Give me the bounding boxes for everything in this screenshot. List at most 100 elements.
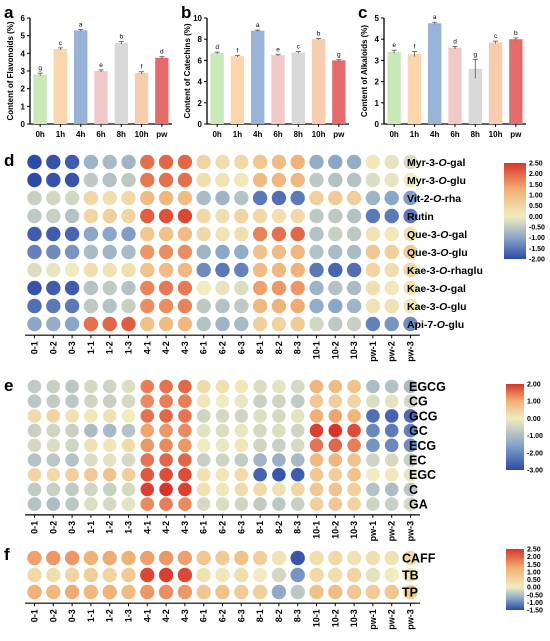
heatmap-dot <box>158 190 174 206</box>
heatmap-dot <box>159 409 173 423</box>
x-tick-label: 10h <box>489 130 503 139</box>
heatmap-dot <box>83 190 99 206</box>
column-label: 6-2 <box>218 609 228 622</box>
heatmap-dot <box>196 172 211 188</box>
heatmap-dot <box>140 584 155 600</box>
heatmap-dot <box>196 208 211 224</box>
heatmap-dot <box>64 567 80 583</box>
column-label: 8-1 <box>255 341 265 354</box>
heatmap-dot <box>158 298 174 314</box>
x-tick-label: 8h <box>117 130 126 139</box>
heatmap-dot <box>140 567 155 583</box>
heatmap-dot <box>215 409 230 423</box>
heatmap-dot <box>234 423 249 438</box>
heatmap-dot <box>347 394 361 409</box>
column-label: 8-3 <box>293 341 303 354</box>
heatmap-dot <box>252 316 268 332</box>
heatmap-dot <box>215 423 230 438</box>
heatmap-dot <box>403 280 418 296</box>
heatmap-dot <box>290 244 305 260</box>
significance-letter: e <box>276 46 280 53</box>
x-tick-label: 6h <box>273 130 282 139</box>
column-label: 6-1 <box>199 521 209 534</box>
heatmap-dot <box>121 172 136 188</box>
heatmap-dot <box>196 550 211 566</box>
heatmap-dot <box>271 567 287 583</box>
heatmap-dot <box>27 172 42 188</box>
heatmap-dot <box>384 423 399 438</box>
column-label: pw-3 <box>406 341 416 362</box>
column-label: 0-2 <box>48 341 58 354</box>
heatmap-dot <box>271 208 287 224</box>
heatmap-dot <box>403 584 418 600</box>
column-label: 1-3 <box>124 521 134 534</box>
heatmap-dot <box>309 379 324 394</box>
y-tick-label: 2 <box>198 99 203 108</box>
column-label: pw-2 <box>387 609 397 630</box>
heatmap-dot <box>140 280 155 296</box>
heatmap-dot <box>46 298 61 314</box>
x-tick-label: 6h <box>450 130 459 139</box>
heatmap-dot <box>46 394 61 409</box>
heatmap-dot <box>366 482 380 497</box>
heatmap-dot <box>384 226 399 242</box>
heatmap-dot <box>215 482 230 497</box>
heatmap-dot <box>366 423 380 438</box>
heatmap-dot <box>140 226 155 242</box>
column-label: 6-3 <box>236 521 246 534</box>
heatmap-dot <box>177 298 193 314</box>
heatmap-dot <box>347 453 361 467</box>
heatmap-dot <box>346 244 362 260</box>
legend-tick-label: -2.00 <box>529 257 545 264</box>
column-label: 8-3 <box>293 521 303 534</box>
heatmap-dot <box>271 190 287 206</box>
legend-tick-label: -2.00 <box>527 450 543 457</box>
heatmap-dot <box>83 280 99 296</box>
heatmap-dot <box>46 467 61 482</box>
y-tick-label: 4 <box>198 78 203 87</box>
heatmap-dot <box>196 298 211 314</box>
column-label: 4-1 <box>142 609 152 622</box>
heatmap-dot <box>140 394 155 409</box>
heatmap-dot <box>253 379 267 394</box>
heatmap-dot <box>309 497 324 511</box>
significance-letter: a <box>256 22 260 29</box>
heatmap-dot <box>159 482 173 497</box>
x-tick-label: 0h <box>212 130 221 139</box>
x-tick-label: 6h <box>96 130 105 139</box>
heatmap-dot <box>253 423 267 438</box>
column-label: 0-3 <box>67 521 77 534</box>
heatmap-dot <box>121 154 136 170</box>
heatmap-dot <box>64 244 80 260</box>
heatmap-dot <box>196 394 211 409</box>
heatmap-dot <box>46 584 61 600</box>
heatmap-dot <box>46 190 61 206</box>
bar <box>134 72 149 124</box>
column-label: 6-3 <box>236 341 246 354</box>
x-tick-label: 0h <box>35 130 44 139</box>
column-label: 0-1 <box>30 341 40 354</box>
column-label: pw-1 <box>368 609 378 630</box>
heatmap-dot <box>121 453 136 467</box>
heatmap-dot <box>234 154 249 170</box>
heatmap-dot <box>102 438 117 453</box>
y-tick-label: 3 <box>375 56 380 65</box>
heatmap-dot <box>252 567 268 583</box>
legend-colorbar <box>506 549 524 610</box>
heatmap-dot <box>102 394 117 409</box>
heatmap-dot <box>196 280 211 296</box>
heatmap-dot <box>403 482 418 497</box>
heatmap-dot <box>215 172 230 188</box>
heatmap-dot <box>158 316 174 332</box>
y-tick-label: 10 <box>193 14 202 23</box>
y-tick-label: 4 <box>375 35 380 44</box>
heatmap-dot <box>159 467 173 482</box>
heatmap-dot <box>27 154 42 170</box>
column-label: 1-3 <box>124 609 134 622</box>
heatmap-dot <box>290 567 305 583</box>
heatmap-dot <box>347 482 361 497</box>
heatmap-dot <box>102 497 117 511</box>
heatmap-dot <box>64 316 80 332</box>
heatmap-dot <box>328 208 343 224</box>
column-label: 10-2 <box>330 521 340 539</box>
